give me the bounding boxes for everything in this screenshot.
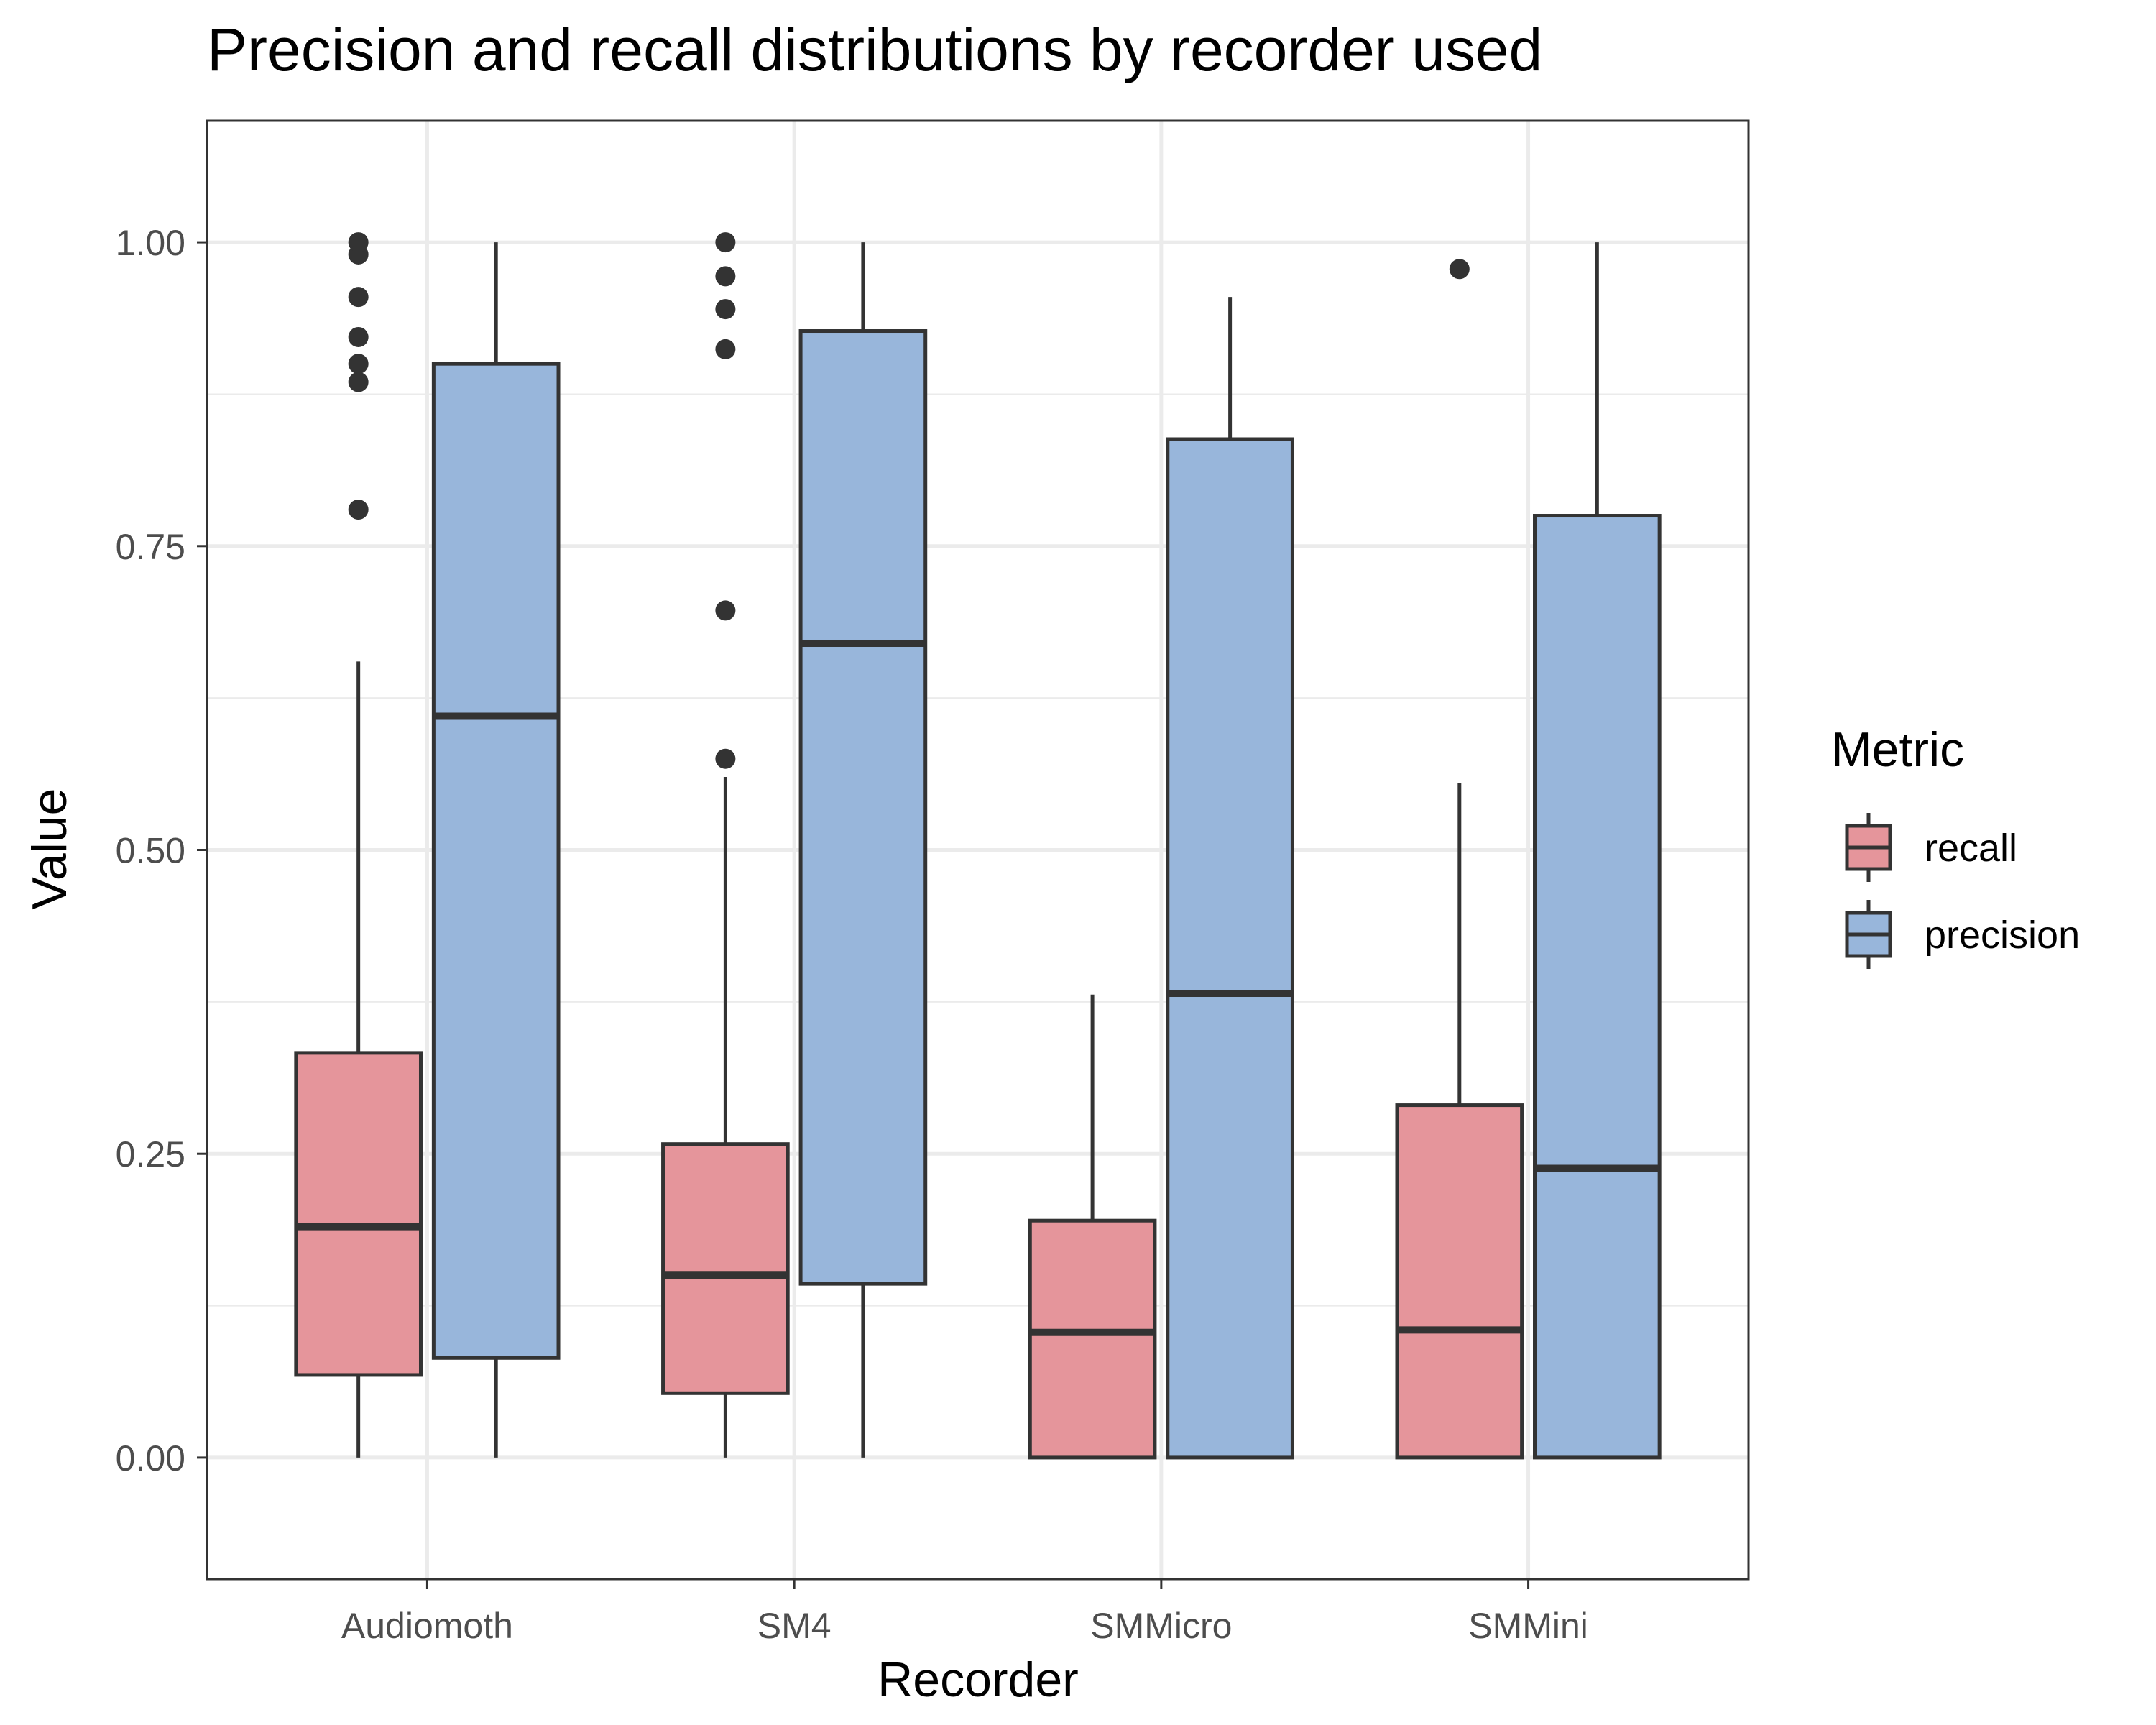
box-recall-SM4	[661, 232, 790, 1458]
boxplots	[294, 232, 1662, 1460]
outlier-point	[715, 232, 736, 253]
legend-label: recall	[1925, 827, 2017, 870]
box-precision-Audiomoth	[431, 242, 561, 1458]
y-axis-title: Value	[22, 788, 77, 910]
box-precision-SMMicro	[1166, 297, 1294, 1460]
box-precision-SMMini	[1533, 242, 1662, 1460]
outlier-point	[348, 232, 369, 253]
box-recall-SMMini	[1395, 259, 1524, 1460]
box-iqr	[661, 1142, 790, 1395]
y-tick-label: 0.50	[116, 831, 185, 871]
outlier-point	[348, 372, 369, 392]
box-precision-SM4	[798, 242, 928, 1458]
y-tick-label: 0.25	[116, 1134, 185, 1174]
x-tick-label: Audiomoth	[341, 1606, 513, 1646]
legend-title: Metric	[1831, 722, 1964, 777]
x-axis-title: Recorder	[877, 1652, 1079, 1707]
box-iqr	[1395, 1103, 1524, 1460]
outlier-point	[348, 500, 369, 520]
box-iqr	[1166, 437, 1294, 1460]
y-tick-label: 0.75	[116, 527, 185, 567]
box-iqr	[294, 1051, 423, 1377]
outlier-point	[348, 326, 369, 347]
legend-item-recall: recall	[1845, 813, 2017, 882]
legend-label: precision	[1925, 914, 2080, 957]
outlier-point	[348, 287, 369, 308]
outlier-point	[715, 600, 736, 621]
outlier-point	[715, 299, 736, 320]
y-tick-label: 1.00	[116, 223, 185, 263]
outlier-point	[348, 354, 369, 374]
axes: 0.00 0.25 0.50 0.75 1.00 Audiomoth SM4 SMMicro S…	[116, 223, 1588, 1646]
box-iqr	[431, 362, 561, 1360]
box-iqr	[798, 329, 928, 1286]
outlier-point	[1449, 259, 1470, 280]
box-recall-Audiomoth	[294, 232, 423, 1458]
outlier-point	[715, 266, 736, 287]
box-recall-SMMicro	[1028, 994, 1157, 1460]
outlier-point	[715, 748, 736, 769]
outlier-point	[715, 339, 736, 359]
y-tick-label: 0.00	[116, 1438, 185, 1478]
x-tick-label: SMMicro	[1090, 1606, 1232, 1646]
box-iqr	[1533, 514, 1662, 1460]
x-tick-label: SM4	[757, 1606, 831, 1646]
box-iqr	[1028, 1218, 1157, 1460]
x-tick-label: SMMini	[1468, 1606, 1588, 1646]
legend: Metric recall precision	[1831, 722, 2080, 969]
chart-title: Precision and recall distributions by re…	[207, 16, 1542, 83]
legend-item-precision: precision	[1845, 900, 2080, 969]
